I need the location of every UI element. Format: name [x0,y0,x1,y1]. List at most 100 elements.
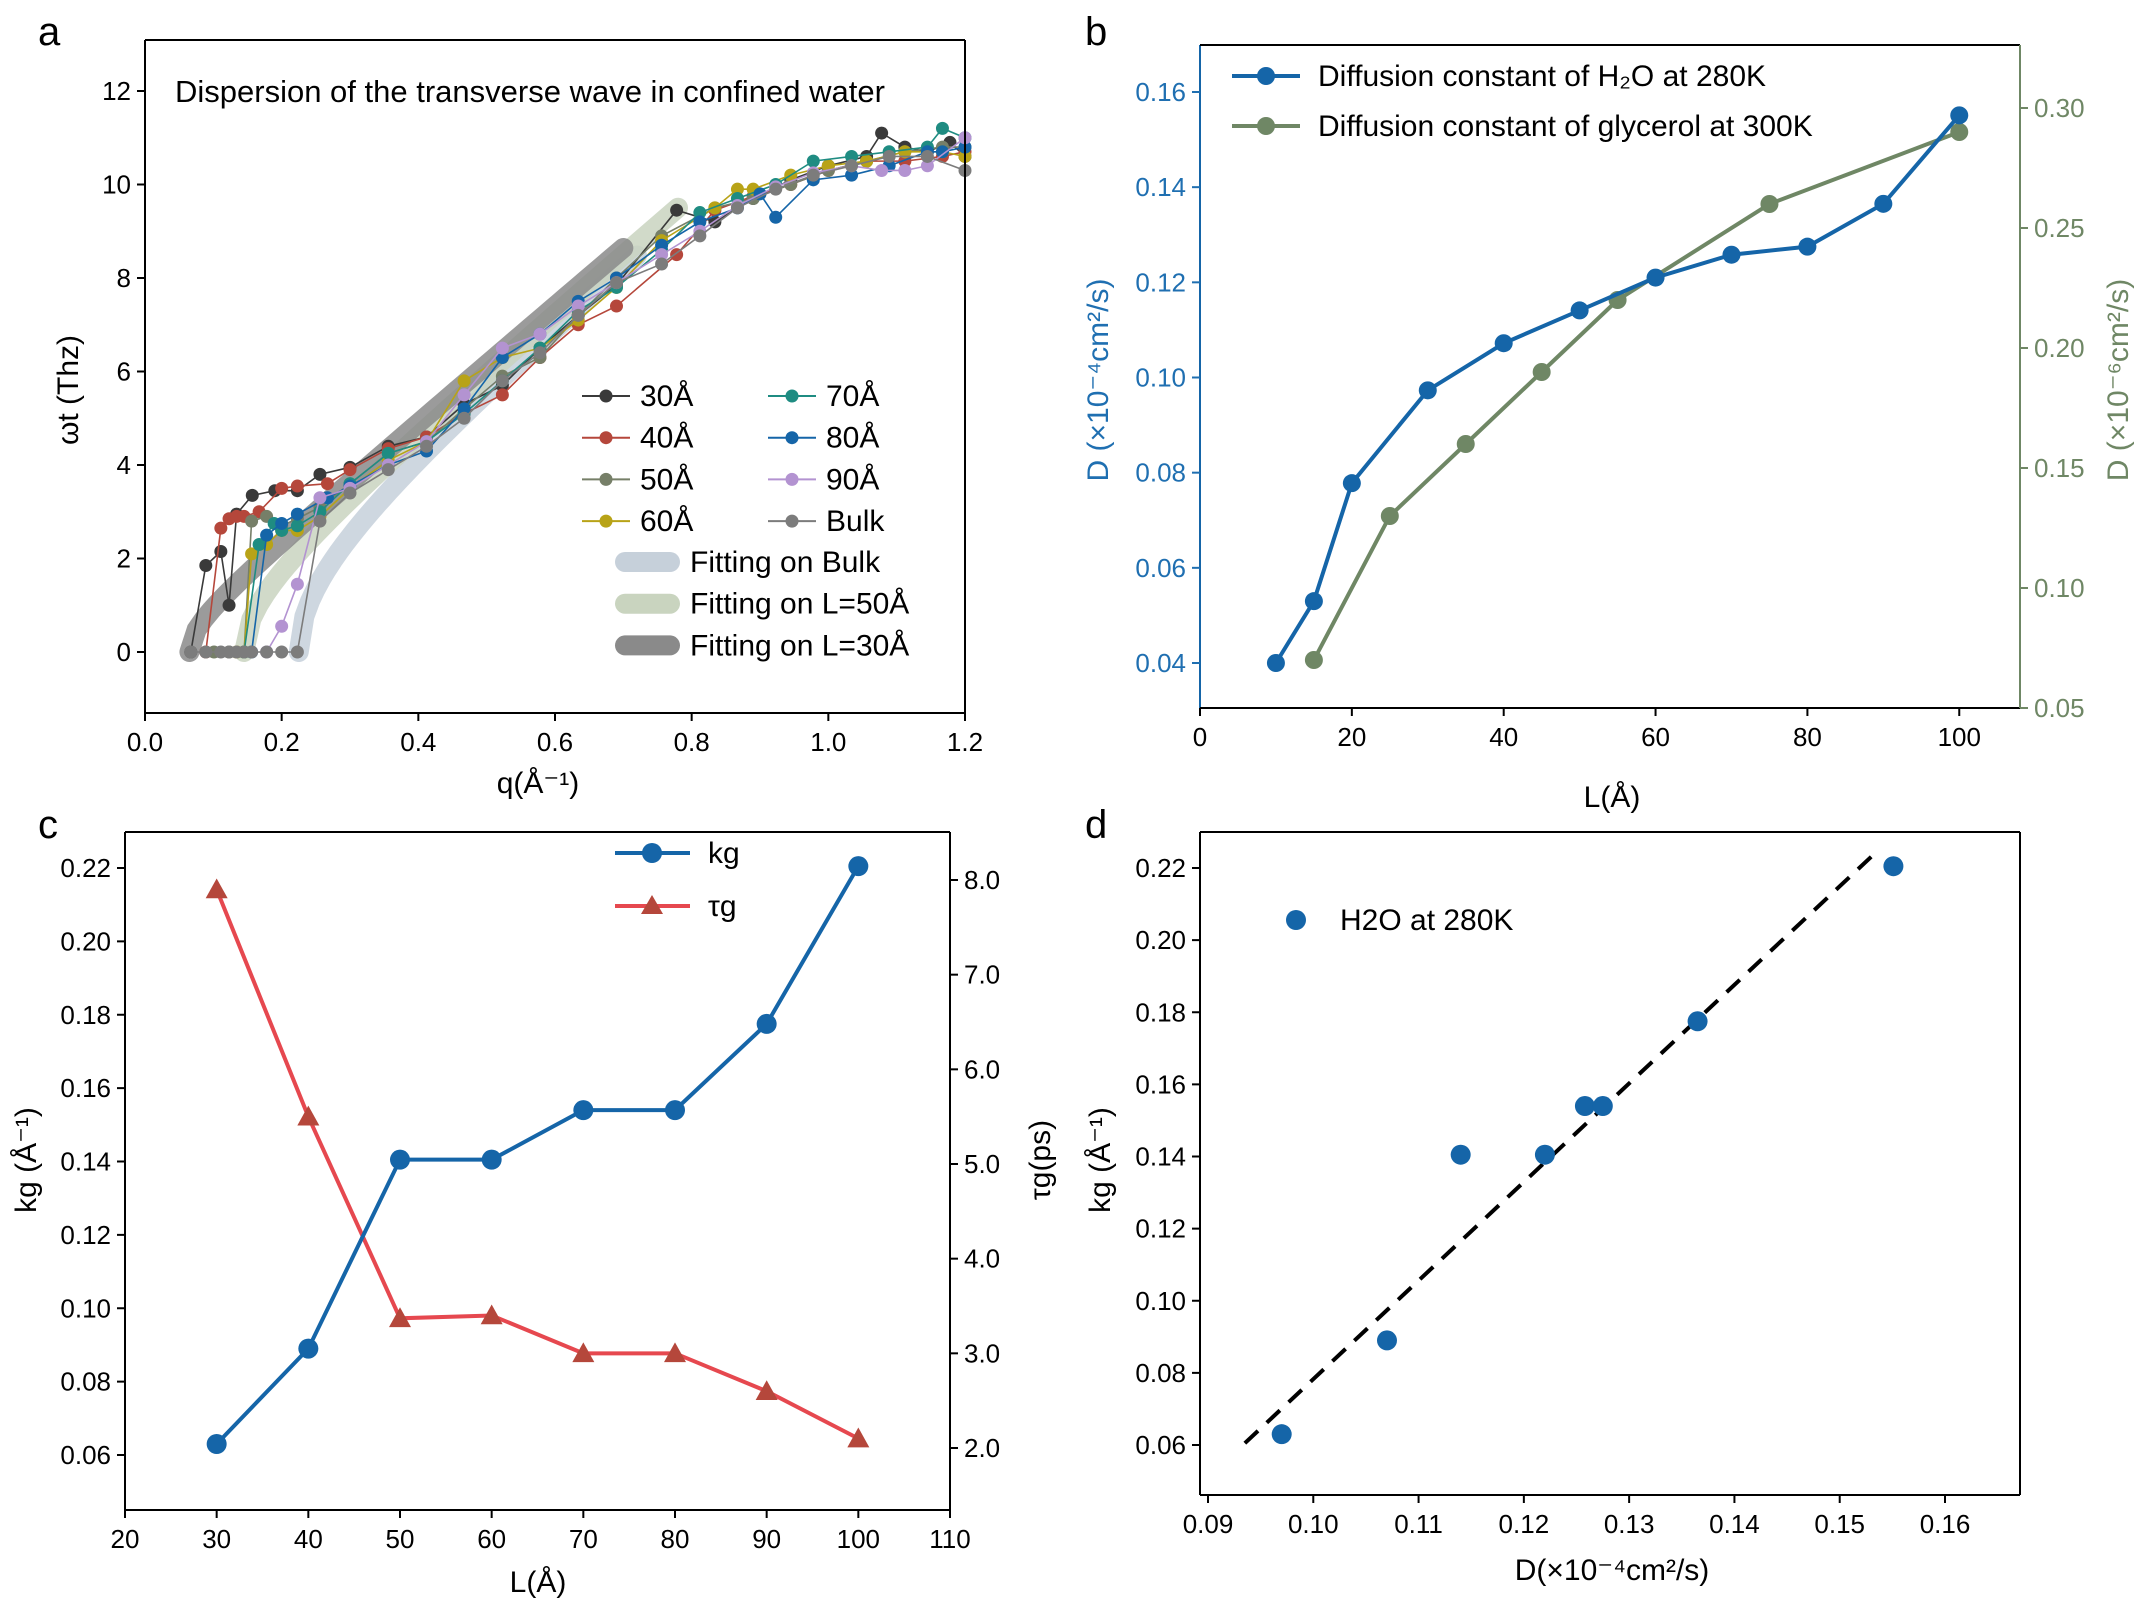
legend-label: 80Å [826,422,879,455]
y-tick-right-label: 2.0 [964,1433,1000,1463]
panel-a-title: Dispersion of the transverse wave in con… [175,74,885,109]
series-point-h2o [1266,654,1285,672]
panel-a-xlabel: q(Å⁻¹) [497,767,580,800]
series-point [313,467,327,481]
series-point [320,477,334,491]
panel-a-ylabel: ωt (Thz) [52,335,85,445]
legend-label: 40Å [640,422,693,455]
scatter-point [1534,1144,1555,1165]
series-point [495,374,509,388]
series-point [708,201,722,215]
series-point-kg [848,856,869,877]
y-tick-right-label: 5.0 [964,1149,1000,1179]
series-point-kg [481,1149,502,1170]
series-point-glycerol [1380,507,1399,525]
y-tick-label: 0.16 [1135,1069,1186,1099]
series-point-h2o [1342,474,1361,493]
series-point [769,210,783,224]
x-tick-label: 90 [752,1524,781,1554]
series-point [457,411,471,425]
x-tick-label: 0.16 [1920,1509,1971,1539]
series-point [784,178,798,191]
series-point-h2o [1646,268,1665,287]
y-tick-label: 0.08 [1135,1358,1186,1388]
series-point [290,479,304,493]
panel-d: 0.09 0.10 0.11 0.12 0.13 0.14 0.15 0.16 0.06 0.08… [1084,831,2021,1587]
series-point [730,182,744,196]
legend-marker [785,514,799,528]
series-point [898,154,912,168]
legend-label: 50Å [640,463,693,496]
panel-c-xlabel: L(Å) [510,1566,567,1599]
series-point [693,206,707,220]
series-point [875,163,889,177]
series-point [275,645,289,659]
legend-fit-label: Fitting on Bulk [690,546,881,579]
panel-letter-a: a [38,10,61,54]
fit-band [288,245,647,662]
series-point [260,645,274,659]
legend-label: Bulk [826,505,885,538]
y-tick-label: 0.10 [1135,363,1186,393]
series-point-h2o [1304,592,1323,611]
legend-marker [785,389,799,403]
series-point [610,299,623,313]
series-point-h2o [1494,334,1513,353]
series-line [265,137,966,653]
series-point [457,402,471,416]
series-point [420,439,434,453]
x-tick-label: 0.8 [674,727,710,757]
legend-label: H2O at 280K [1340,904,1513,937]
series-point [290,507,304,521]
series-point-h2o [1874,194,1893,213]
series-point [860,154,874,168]
series-point [275,481,289,495]
x-tick-label: 60 [1641,722,1670,752]
series-point [290,645,304,659]
x-tick-label: 0.0 [127,727,163,757]
series-line-glycerol [1312,130,1960,661]
series-point [655,248,669,262]
y-tick-label: 12 [102,76,131,106]
legend-marker [642,843,662,863]
y-tick-label: 0.20 [1135,925,1186,955]
x-tick-label: 40 [1489,722,1518,752]
legend-label: 90Å [826,463,879,496]
x-tick-label: 30 [202,1524,231,1554]
series-point [533,346,547,360]
legend-label: Diffusion constant of H₂O at 280K [1318,60,1766,93]
y-tick-right-label: 0.20 [2034,333,2085,363]
series-point [495,388,509,402]
x-tick-label: 60 [477,1524,506,1554]
legend-label: 30Å [640,380,693,413]
legend-a: 30Å 70Å 40Å 80Å 50Å 90Å 60Å Bulk Fitting on Bulk… [582,380,909,662]
x-tick-label: 0.2 [264,727,300,757]
panel-b-xlabel: L(Å) [1584,781,1641,814]
panel-b-ylabel-right: D (×10⁻⁶cm²/s) [2102,279,2135,481]
y-tick-label: 0.22 [1135,853,1186,883]
series-point [457,374,471,388]
series-point-glycerol [1456,435,1475,453]
series-point [845,149,859,163]
panel-letter-c: c [38,803,58,847]
y-tick-label: 0.08 [60,1367,111,1397]
x-tick-label: 0.6 [537,727,573,757]
panel-letter-d: d [1085,803,1107,847]
y-tick-right-label: 3.0 [964,1338,1000,1368]
series-point [920,159,934,173]
scatter-point [1271,1424,1292,1445]
y-tick-label: 0.16 [1135,77,1186,107]
series-point [381,463,395,477]
x-tick-label: 0.12 [1499,1509,1550,1539]
panel-c: 20 30 40 50 60 70 80 90 100 110 0.06 0.08 0.10 0.12 0.… [10,831,1057,1599]
legend-fit-label: Fitting on L=50Å [690,588,909,621]
x-tick-label: 70 [569,1524,598,1554]
legend-d: H2O at 280K [1286,904,1513,937]
series-point [214,521,228,535]
series-point [935,145,949,159]
legend-b: Diffusion constant of H₂O at 280K Diffusi… [1232,60,1813,143]
panel-d-plot: 0.09 0.10 0.11 0.12 0.13 0.14 0.15 0.16 0.06 0.08… [1135,831,2021,1539]
series-point-kg [206,1433,227,1454]
series-point-kg [665,1100,685,1121]
